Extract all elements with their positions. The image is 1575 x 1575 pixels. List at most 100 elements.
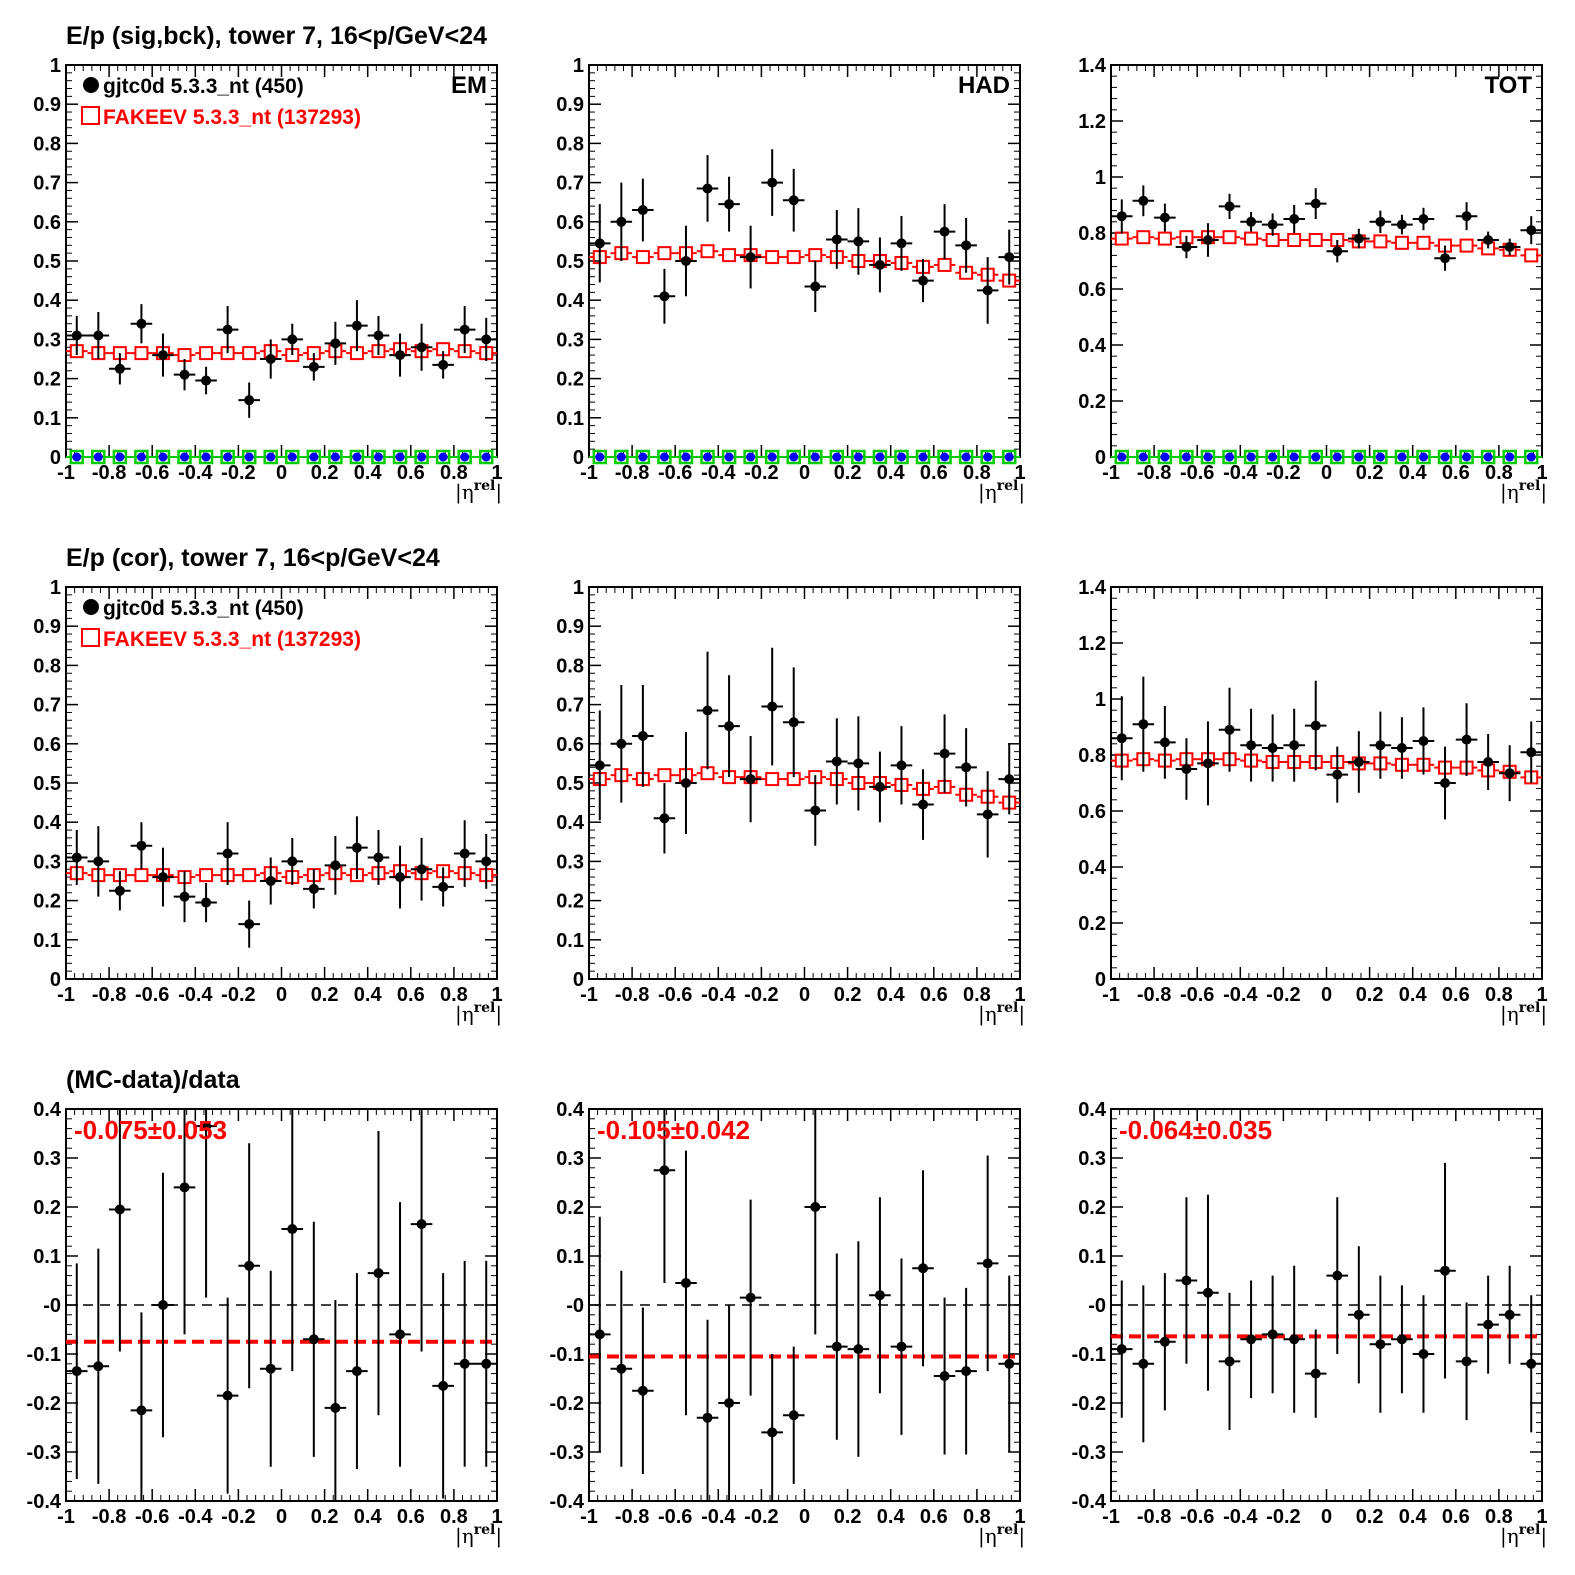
x-tick-label: 0.6 [397,984,425,1006]
data-point-marker [594,238,605,249]
x-tick-label: -1 [580,1506,598,1528]
background-box-marker [91,449,106,465]
x-tick-label: 0.8 [963,462,991,484]
background-dot-marker [1483,452,1493,462]
y-tick-label: 0 [573,447,584,469]
mc-square-marker [1394,235,1409,250]
y-tick-label: 0.4 [556,812,585,834]
background-dot-marker [201,452,211,462]
data-point-marker [874,259,885,270]
y-tick-label: 0 [50,447,61,469]
mc-square-marker [1373,234,1388,249]
background-box-marker [635,449,651,465]
legend-data-label: gjtc0d 5.3.3_nt (450) [103,75,304,98]
background-box-marker [112,449,128,465]
y-tick-label: 0.3 [556,329,584,351]
background-dot-marker [918,452,928,462]
y-tick-label: -0.1 [550,1344,584,1366]
y-tick-label: 0.5 [33,773,61,795]
data-point-marker [244,919,255,930]
x-tick-label: -0.6 [658,984,692,1006]
mc-square-marker [722,248,737,263]
ratio-point-marker [330,1402,341,1413]
data-point-marker [982,285,993,296]
background-dot-marker [352,452,362,462]
mc-square-marker [1524,248,1539,263]
background-dot-marker [1246,452,1256,462]
mc-square-marker [1459,238,1474,253]
background-dot-marker [983,452,993,462]
background-dot-marker [223,452,233,462]
x-tick-label: -0.2 [221,462,255,484]
y-tick-label: 0.4 [1078,335,1107,357]
ratio-point-marker [459,1358,470,1369]
data-point-marker [1289,740,1300,751]
background-dot-marker [330,452,340,462]
background-dot-marker [158,452,168,462]
x-tick-label: 0.2 [1356,462,1384,484]
ratio-point-marker [136,1405,147,1416]
x-tick-label: -0.4 [178,984,213,1006]
x-tick-label: 0.2 [834,1506,862,1528]
data-point-marker [1332,769,1343,780]
background-box-marker [69,449,85,465]
ratio-point-marker [831,1341,842,1352]
background-box-marker [700,449,715,465]
background-box-marker [851,449,866,465]
background-dot-marker [1397,452,1407,462]
x-tick-label: 0.8 [963,1506,991,1528]
y-tick-label: 0.9 [33,94,61,116]
data-point-marker [1332,246,1343,257]
ratio-point-marker [594,1329,605,1340]
ratio-point-marker [767,1427,778,1438]
data-point-marker [1375,740,1386,751]
y-tick-label: -0.1 [27,1344,61,1366]
ratio-point-marker [724,1398,735,1408]
background-box-marker [306,449,322,465]
data-point-marker [1289,214,1300,224]
mc-square-marker [700,244,715,259]
background-dot-marker [1181,452,1191,462]
background-dot-marker [1462,452,1472,462]
data-point-marker [1353,757,1364,767]
legend-mc-marker [81,106,100,125]
background-box-marker [349,449,365,465]
x-tick-label: 0.2 [834,462,862,484]
x-axis-title: |ηrel| [455,478,502,505]
data-point-marker [93,330,104,341]
background-dot-marker [1440,452,1450,462]
background-dot-marker [1160,452,1170,462]
background-box-marker [478,449,494,465]
x-tick-label: -1 [1102,1506,1120,1528]
data-point-marker [788,717,799,728]
data-point-marker [222,848,233,859]
background-box-marker [1157,449,1173,465]
background-box-marker [457,449,472,465]
background-box-marker [1523,449,1539,465]
y-tick-label: -0.4 [27,1491,62,1513]
panel-tot-row1: -1 -0.8 -0.6 -0.4 -0.2 0 0.2 0.4 0.6 0.8 1|ηrel|00… [1078,55,1547,505]
background-dot-marker [460,452,470,462]
background-dot-marker [767,452,777,462]
data-point-marker [201,897,212,908]
data-point-marker [1138,195,1149,206]
data-point-marker [745,252,756,263]
background-box-marker [980,449,995,465]
background-box-marker [134,449,149,465]
y-tick-label: 0.4 [33,290,62,312]
y-tick-label: -0.2 [27,1393,61,1415]
x-tick-label: 0.4 [877,462,906,484]
ratio-point-marker [918,1263,929,1274]
data-point-marker [767,701,778,712]
x-tick-label: 0 [276,1506,287,1528]
ratio-point-marker [351,1366,362,1377]
ratio-point-marker [1267,1329,1278,1340]
x-tick-label: 1 [1014,462,1025,484]
y-tick-label: 0.7 [33,695,61,717]
y-tick-label: 1 [1095,167,1106,189]
data-point-marker [1504,242,1515,252]
x-tick-label: 0.4 [354,462,383,484]
mc-square-marker [1244,231,1259,246]
x-tick-label: -0.6 [1180,1506,1214,1528]
